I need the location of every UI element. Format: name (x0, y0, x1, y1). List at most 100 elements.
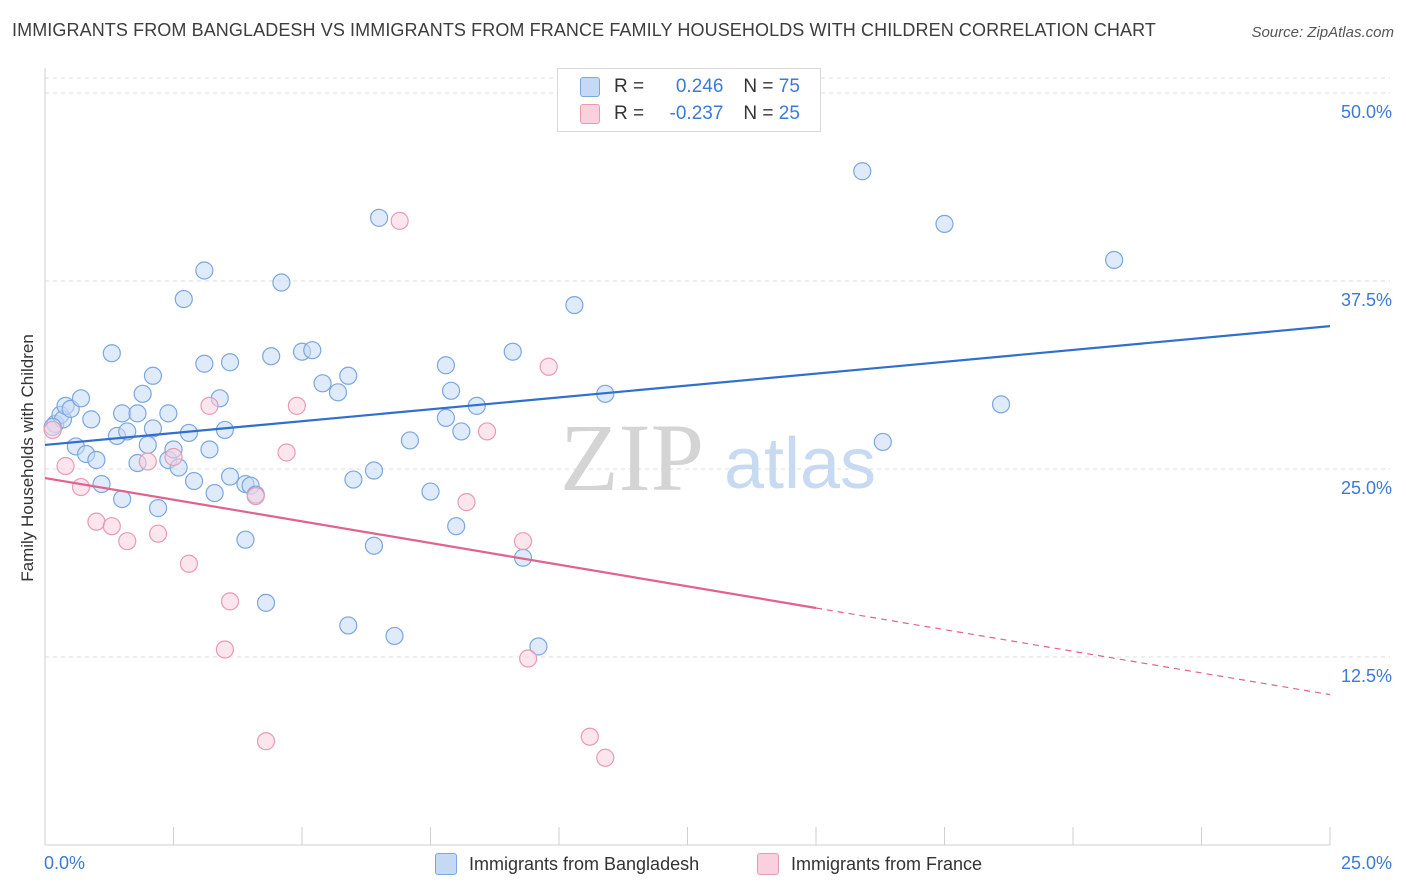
source-credit: Source: ZipAtlas.com (1251, 24, 1394, 41)
point-france (148, 524, 168, 543)
point-bangladesh (184, 471, 204, 491)
point-france (118, 532, 137, 551)
point-bangladesh (370, 208, 389, 227)
point-france (215, 640, 234, 659)
point-bangladesh (339, 616, 358, 635)
watermark: ZIP atlas (560, 404, 876, 511)
trend-line-france (44, 476, 817, 610)
point-france (56, 456, 75, 476)
point-bangladesh (529, 637, 548, 656)
point-bangladesh (200, 440, 219, 459)
point-bangladesh (364, 536, 384, 555)
legend-n-value-france: 25 (778, 103, 800, 124)
trend-line-france-extrapolated (815, 607, 1331, 696)
point-france (179, 554, 199, 573)
legend-swatch-bangladesh (580, 77, 600, 97)
point-france (390, 211, 409, 230)
point-france (220, 592, 240, 611)
point-bangladesh (148, 499, 168, 518)
bottom-legend-swatch-bangladesh (435, 853, 457, 875)
bottom-legend-label-bangladesh: Immigrants from Bangladesh (469, 853, 700, 874)
point-france (596, 748, 615, 767)
x-tick-label-min: 0.0% (44, 853, 86, 873)
point-bangladesh (138, 435, 157, 455)
legend-row-france: R = -0.237 N = 25 (580, 101, 800, 127)
point-france (457, 493, 476, 512)
point-bangladesh (303, 341, 322, 360)
bottom-legend-swatch-france (757, 853, 779, 875)
point-france (43, 420, 62, 440)
x-tick-label-max: 25.0% (1340, 853, 1392, 873)
y-tick-label: 50.0% (1340, 102, 1392, 123)
legend-r-value-bangladesh: 0.246 (675, 76, 724, 97)
point-france (200, 396, 219, 415)
point-bangladesh (436, 356, 456, 375)
legend-r-label: R = (614, 76, 645, 97)
point-bangladesh (118, 422, 137, 441)
point-bangladesh (262, 347, 281, 366)
point-bangladesh (220, 467, 240, 486)
legend-n-value-bangladesh: 75 (778, 76, 800, 97)
point-france (287, 396, 306, 415)
point-bangladesh (452, 422, 471, 441)
point-bangladesh (195, 261, 214, 280)
point-bangladesh (339, 366, 358, 385)
point-bangladesh (436, 408, 456, 427)
point-france (513, 532, 533, 551)
point-bangladesh (1105, 250, 1124, 270)
point-france (477, 422, 497, 441)
bottom-legend-france: Immigrants from France (757, 852, 982, 876)
point-bangladesh (220, 353, 240, 372)
y-tick-label: 12.5% (1340, 666, 1392, 686)
legend-r-value-france: -0.237 (669, 103, 724, 124)
trend-lines (44, 325, 1331, 696)
legend-n-label: N = (743, 76, 774, 97)
point-bangladesh (112, 404, 132, 423)
legend-row-bangladesh: R = 0.246 N = 75 (580, 74, 800, 100)
point-bangladesh (143, 366, 163, 385)
point-bangladesh (133, 384, 152, 403)
point-france (87, 512, 106, 531)
point-bangladesh (565, 295, 584, 315)
point-bangladesh (71, 389, 91, 408)
chart-title: IMMIGRANTS FROM BANGLADESH VS IMMIGRANTS… (12, 20, 1156, 40)
point-bangladesh (205, 483, 224, 503)
point-bangladesh (82, 410, 101, 429)
point-bangladesh (128, 404, 147, 423)
point-bangladesh (400, 431, 420, 450)
point-bangladesh (159, 404, 178, 423)
legend-n-label: N = (743, 103, 774, 124)
point-france (580, 727, 599, 746)
point-bangladesh (92, 474, 111, 494)
point-bangladesh (143, 419, 163, 438)
correlation-legend: R = 0.246 N = 75 R = -0.237 N = 25 (557, 68, 821, 132)
point-bangladesh (313, 374, 332, 393)
point-france (138, 452, 157, 471)
watermark-atlas: atlas (724, 424, 876, 504)
point-bangladesh (935, 214, 954, 233)
y-tick-label: 25.0% (1340, 478, 1392, 499)
point-france (246, 486, 265, 506)
point-bangladesh (344, 470, 363, 489)
point-bangladesh (853, 162, 872, 181)
axes (44, 68, 1331, 846)
point-france (102, 517, 121, 536)
point-bangladesh (385, 626, 404, 646)
point-bangladesh (364, 461, 384, 480)
gridlines (45, 77, 1390, 658)
y-axis-label: Family Households with Children (18, 334, 37, 582)
point-bangladesh (991, 395, 1011, 414)
point-bangladesh (102, 344, 121, 363)
point-france (71, 477, 91, 497)
point-bangladesh (195, 354, 214, 373)
point-bangladesh (328, 383, 348, 402)
trend-line-bangladesh (44, 325, 1331, 447)
bottom-legend-label-france: Immigrants from France (791, 853, 983, 874)
point-bangladesh (87, 450, 106, 470)
legend-r-label: R = (614, 103, 645, 124)
point-france (519, 649, 538, 668)
point-france (256, 732, 276, 751)
point-bangladesh (447, 517, 466, 536)
point-france (164, 447, 183, 467)
